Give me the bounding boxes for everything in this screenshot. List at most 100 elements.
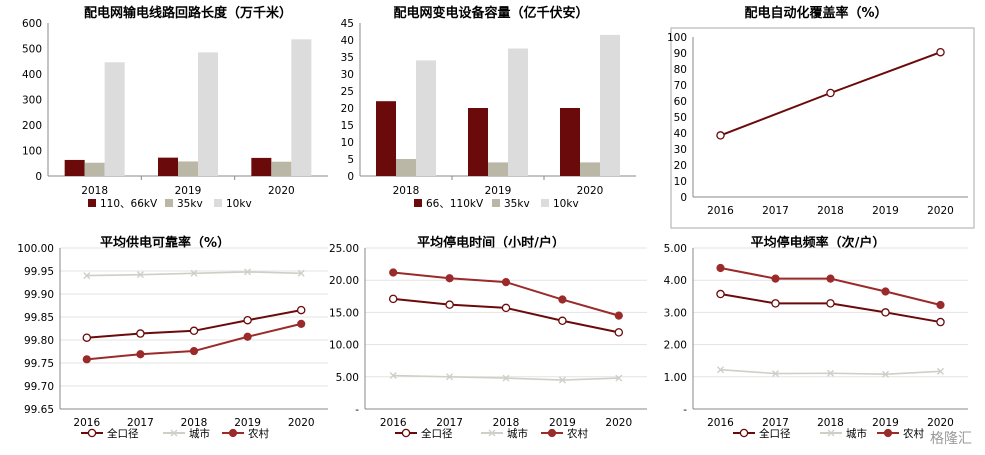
data-point	[189, 326, 199, 336]
data-point	[936, 317, 945, 327]
x-tick-label: 2020	[927, 417, 954, 429]
data-point	[826, 299, 835, 308]
x-tick-label: 2020	[605, 417, 632, 429]
y-tick-label: 99.80	[24, 335, 54, 347]
y-tick-label: 40	[341, 35, 354, 47]
data-point	[614, 311, 623, 320]
data-point	[189, 346, 199, 356]
y-tick-label: -	[683, 404, 687, 416]
x-tick-label: 2017	[127, 417, 154, 429]
x-tick-label: 2018	[181, 417, 208, 429]
y-tick-label: -	[355, 404, 359, 416]
data-point	[296, 305, 306, 315]
y-tick-label: 0	[35, 171, 42, 183]
y-tick-label: 99.85	[24, 312, 54, 324]
bar	[488, 162, 508, 176]
data-point	[190, 269, 198, 277]
x-tick-label: 2016	[707, 205, 734, 217]
data-point	[936, 300, 945, 310]
x-tick-label: 2018	[81, 185, 108, 197]
x-tick-label: 2018	[817, 205, 844, 217]
data-point	[488, 429, 496, 437]
y-tick-label: 99.70	[24, 381, 54, 393]
y-tick-label: 400	[22, 69, 42, 81]
y-tick-label: 1.00	[664, 372, 687, 384]
bar	[64, 159, 85, 176]
bar	[104, 62, 125, 176]
chart-title: 配电自动化覆盖率（%）	[744, 5, 887, 21]
data-point	[82, 333, 92, 342]
data-point	[228, 428, 238, 438]
data-point	[716, 289, 725, 299]
y-tick-label: 10.00	[329, 340, 359, 352]
data-point	[558, 295, 567, 304]
y-tick-label: 80	[674, 64, 687, 76]
data-point	[826, 274, 835, 283]
y-tick-label: 100	[667, 32, 687, 44]
x-tick-label: 2017	[762, 417, 789, 429]
legend-swatch	[414, 199, 422, 207]
chart-title: 平均停电频率（次/户）	[751, 235, 886, 251]
data-point	[170, 429, 178, 437]
x-tick-label: 2019	[872, 417, 899, 429]
y-tick-label: 45	[341, 18, 354, 30]
legend-label: 35kv	[504, 198, 530, 210]
x-tick-label: 2017	[762, 205, 789, 217]
y-tick-label: 25.00	[329, 243, 359, 255]
legend-label: 城市	[507, 427, 528, 440]
x-tick-label: 2018	[493, 417, 520, 429]
data-point	[401, 428, 411, 438]
y-tick-label: 300	[22, 95, 42, 107]
data-point	[717, 366, 724, 374]
bar	[600, 34, 620, 177]
data-point	[716, 131, 725, 140]
x-tick-label: 2019	[234, 417, 261, 429]
bar	[468, 108, 488, 176]
data-point	[389, 268, 398, 277]
y-tick-label: 5	[347, 154, 354, 166]
data-point	[297, 269, 305, 277]
data-point	[771, 299, 780, 308]
y-tick-label: 99.75	[24, 358, 54, 370]
legend-label: 66、110kV	[426, 198, 484, 210]
chart-title: 平均供电可靠率（%）	[100, 235, 230, 251]
data-point	[501, 303, 511, 313]
data-point	[501, 278, 511, 287]
legend-label: 城市	[846, 427, 867, 440]
bar	[158, 157, 178, 176]
data-point	[388, 294, 398, 304]
y-tick-label: 90	[674, 48, 687, 60]
x-tick-label: 2018	[817, 417, 844, 429]
data-point	[547, 428, 557, 438]
data-point	[446, 373, 454, 381]
legend-label: 城市	[189, 427, 210, 440]
data-point	[244, 268, 252, 276]
data-point	[883, 428, 893, 438]
watermark-text: 格隆汇	[930, 431, 972, 447]
legend-label: 10kv	[553, 198, 579, 210]
y-tick-label: 70	[674, 80, 687, 92]
x-tick-label: 2016	[707, 417, 734, 429]
data-point	[389, 372, 397, 380]
data-point	[136, 271, 144, 279]
y-tick-label: 35	[341, 52, 354, 64]
y-tick-label: 5.00	[336, 372, 359, 384]
y-tick-label: 5.00	[664, 243, 687, 255]
legend-label: 全口径	[421, 427, 453, 440]
data-point	[445, 274, 454, 283]
legend-swatch	[541, 199, 549, 207]
y-tick-label: 30	[674, 144, 687, 156]
y-tick-label: 0	[680, 192, 687, 204]
data-point	[772, 370, 779, 378]
data-point	[936, 47, 945, 57]
legend-label: 35kv	[177, 198, 203, 210]
y-tick-label: 15.00	[329, 307, 359, 319]
legend-label: 全口径	[759, 427, 791, 440]
data-point	[445, 300, 454, 309]
legend-swatch	[492, 199, 500, 207]
data-point	[881, 308, 890, 317]
data-point	[826, 88, 835, 98]
data-point	[243, 315, 252, 325]
data-point	[937, 367, 944, 375]
